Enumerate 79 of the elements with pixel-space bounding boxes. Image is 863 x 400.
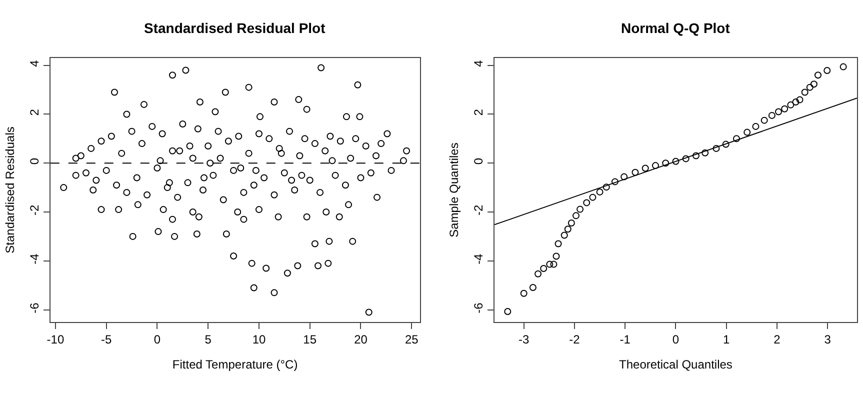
- point: [732, 135, 740, 142]
- y-tick-label: -4: [28, 253, 42, 264]
- point: [806, 84, 814, 91]
- point: [632, 168, 639, 176]
- point: [550, 260, 558, 268]
- point: [554, 240, 562, 248]
- point: [712, 144, 720, 152]
- x-tick-label: 2: [774, 332, 781, 346]
- point: [564, 226, 572, 233]
- point: [796, 96, 804, 104]
- point: [692, 152, 700, 160]
- chart-title: Normal Q-Q Plot: [621, 20, 730, 36]
- point: [546, 260, 554, 268]
- point: [814, 72, 822, 79]
- x-tick-label: 0: [154, 332, 161, 346]
- x-tick-label: -3: [518, 332, 530, 346]
- y-tick-label: 4: [28, 60, 42, 67]
- y-tick-label: -6: [472, 302, 486, 314]
- point: [775, 108, 782, 116]
- x-tick-label: 10: [252, 332, 266, 346]
- point: [702, 149, 709, 156]
- point: [568, 220, 575, 226]
- point: [744, 128, 751, 136]
- point: [824, 66, 831, 74]
- point: [768, 112, 776, 119]
- x-tick-label: 1: [723, 332, 730, 346]
- point: [540, 264, 548, 272]
- point: [560, 232, 568, 239]
- x-axis-title: Theoretical Quantiles: [619, 357, 732, 372]
- y-tick-label: -4: [472, 253, 486, 264]
- point: [792, 98, 800, 106]
- x-tick-label: -1: [620, 332, 631, 346]
- y-tick-label: 0: [472, 158, 486, 165]
- y-tick-label: 2: [472, 108, 486, 116]
- point: [576, 206, 584, 213]
- x-tick-label: -10: [46, 332, 64, 346]
- point: [801, 88, 808, 96]
- point: [781, 105, 788, 112]
- point: [642, 164, 649, 172]
- point: [672, 158, 680, 165]
- y-tick-label: -2: [28, 204, 42, 216]
- x-tick-label: 25: [404, 332, 419, 346]
- point: [840, 63, 847, 70]
- point: [589, 194, 596, 201]
- point: [552, 252, 560, 260]
- chart-title: Standardised Residual Plot: [144, 20, 326, 36]
- point: [572, 212, 580, 220]
- x-tick-label: 20: [354, 332, 368, 346]
- point: [752, 122, 760, 130]
- x-tick-label: -5: [101, 332, 112, 346]
- y-tick-label: 0: [28, 158, 42, 165]
- y-tick-label: -6: [28, 302, 42, 314]
- point: [620, 173, 628, 180]
- x-axis-title: Fitted Temperature (°C): [172, 357, 298, 372]
- y-tick-label: 4: [472, 60, 486, 67]
- point: [534, 270, 542, 278]
- point: [520, 290, 528, 297]
- x-tick-label: 15: [303, 332, 317, 346]
- point: [529, 284, 536, 292]
- point: [583, 199, 590, 206]
- x-tick-label: 5: [204, 332, 212, 346]
- point: [504, 308, 512, 315]
- y-axis-title: Sample Quantiles: [446, 142, 461, 238]
- x-tick-label: 0: [672, 332, 680, 346]
- point: [602, 184, 610, 191]
- point: [596, 188, 604, 196]
- point: [682, 155, 690, 162]
- point: [787, 101, 794, 108]
- y-axis-title: Standardised Residuals: [2, 126, 17, 254]
- y-tick-label: -2: [472, 204, 486, 216]
- point: [662, 160, 670, 167]
- point: [760, 116, 768, 124]
- x-tick-label: 3: [824, 332, 832, 346]
- point: [652, 162, 659, 170]
- point: [722, 140, 730, 148]
- x-tick-label: -2: [569, 332, 580, 346]
- y-tick-label: 2: [28, 108, 42, 116]
- point: [611, 178, 618, 186]
- point: [810, 80, 818, 88]
